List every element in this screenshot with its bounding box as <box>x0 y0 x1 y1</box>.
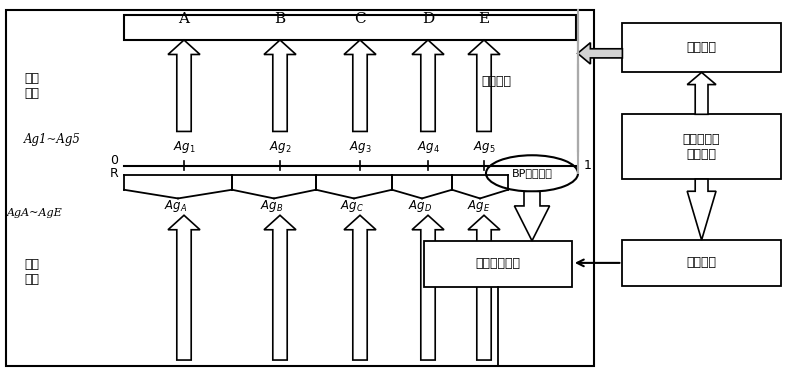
Text: $Ag_2$: $Ag_2$ <box>269 139 291 155</box>
Text: 试验
输出: 试验 输出 <box>24 72 39 100</box>
Bar <box>6 10 594 366</box>
Text: AgA~AgE: AgA~AgE <box>6 208 62 218</box>
Text: 局部放电特
征量提取: 局部放电特 征量提取 <box>683 133 720 161</box>
Text: $Ag_4$: $Ag_4$ <box>417 139 439 155</box>
Text: D: D <box>422 12 434 26</box>
Text: A: A <box>178 12 190 26</box>
Bar <box>424 241 572 287</box>
Text: 0: 0 <box>110 154 118 166</box>
Text: BP神经网络: BP神经网络 <box>511 168 553 178</box>
Ellipse shape <box>486 155 578 191</box>
Polygon shape <box>412 215 444 360</box>
Text: 1: 1 <box>584 159 592 172</box>
Text: B: B <box>274 12 286 26</box>
Text: 测试样本: 测试样本 <box>686 256 717 269</box>
Bar <box>622 240 781 286</box>
Polygon shape <box>514 191 550 241</box>
Text: $Ag_A$: $Ag_A$ <box>165 198 187 214</box>
Text: $Ag_D$: $Ag_D$ <box>408 198 432 214</box>
Polygon shape <box>264 40 296 131</box>
Polygon shape <box>687 179 716 240</box>
Polygon shape <box>412 40 444 131</box>
Bar <box>622 114 781 179</box>
Text: 老化状态评估: 老化状态评估 <box>475 257 521 270</box>
Text: E: E <box>478 12 490 26</box>
Text: $Ag_5$: $Ag_5$ <box>473 139 495 155</box>
Text: 网络训练: 网络训练 <box>481 75 511 88</box>
Text: $Ag_E$: $Ag_E$ <box>466 198 490 214</box>
Polygon shape <box>468 215 500 360</box>
Text: 训练样本: 训练样本 <box>686 41 717 54</box>
Text: 判别
区间: 判别 区间 <box>24 258 39 287</box>
Text: $Ag_C$: $Ag_C$ <box>340 198 364 214</box>
Text: $Ag_B$: $Ag_B$ <box>260 198 284 214</box>
Polygon shape <box>468 40 500 131</box>
Text: $Ag_1$: $Ag_1$ <box>173 139 195 155</box>
Polygon shape <box>344 40 376 131</box>
Text: Ag1~Ag5: Ag1~Ag5 <box>24 133 81 146</box>
Text: $Ag_3$: $Ag_3$ <box>349 139 371 155</box>
Bar <box>622 23 781 72</box>
Polygon shape <box>578 43 622 64</box>
Polygon shape <box>168 40 200 131</box>
Polygon shape <box>344 215 376 360</box>
Bar <box>124 15 576 40</box>
Polygon shape <box>687 72 716 114</box>
Polygon shape <box>168 215 200 360</box>
Text: C: C <box>354 12 366 26</box>
Text: R: R <box>110 167 118 180</box>
Polygon shape <box>264 215 296 360</box>
